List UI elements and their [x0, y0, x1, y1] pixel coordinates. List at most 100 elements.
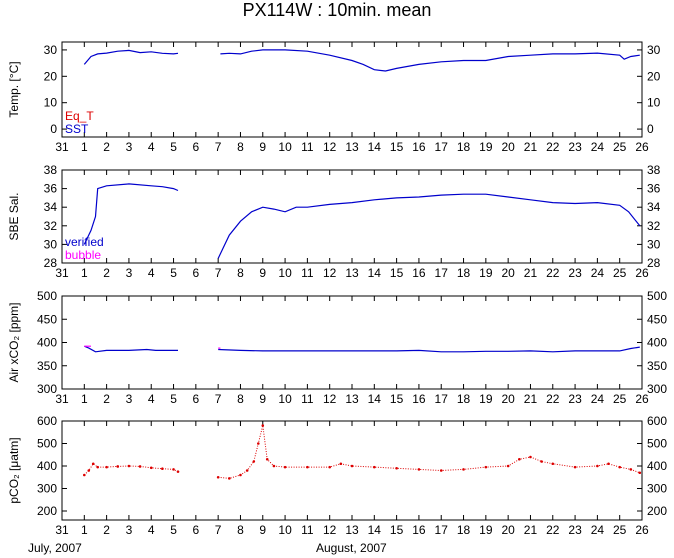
x-tick-label: 21: [524, 266, 538, 280]
x-tick-label: 26: [635, 140, 649, 154]
x-tick-label: 4: [148, 523, 155, 537]
y-axis-label: Air xCO₂ [ppm]: [7, 302, 21, 382]
x-tick-label: 8: [237, 140, 244, 154]
legend-entry: bubble: [65, 248, 101, 262]
x-tick-label: 19: [479, 523, 493, 537]
x-tick-label: 22: [546, 392, 560, 406]
y-tick-label-right: 300: [647, 382, 667, 396]
x-tick-label: 10: [278, 140, 292, 154]
x-tick-label: 8: [237, 392, 244, 406]
x-tick-label: 20: [501, 523, 515, 537]
month-label-july: July, 2007: [28, 541, 82, 555]
y-tick-label-right: 32: [647, 219, 661, 233]
x-tick-label: 19: [479, 140, 493, 154]
x-tick-label: 6: [193, 140, 200, 154]
data-point: [395, 466, 398, 470]
y-tick-label-left: 20: [44, 69, 58, 83]
x-tick-label: 18: [457, 392, 471, 406]
x-tick-label: 18: [457, 523, 471, 537]
panel-2: [61, 169, 643, 264]
x-tick-label: 23: [568, 140, 582, 154]
data-point: [96, 465, 99, 469]
data-point: [228, 477, 231, 480]
x-tick-label: 12: [323, 392, 337, 406]
x-tick-label: 23: [568, 523, 582, 537]
x-tick-label: 9: [259, 266, 266, 280]
x-tick-label: 19: [479, 266, 493, 280]
x-tick-label: 7: [215, 140, 222, 154]
panel-frame: [61, 420, 643, 521]
x-tick-label: 31: [55, 140, 69, 154]
x-tick-label: 8: [237, 266, 244, 280]
x-tick-label: 24: [591, 140, 605, 154]
y-axis-label: Temp. [°C]: [7, 61, 21, 117]
x-tick-label: 6: [193, 523, 200, 537]
y-tick-label-left: 200: [37, 504, 57, 518]
x-tick-label: 24: [591, 392, 605, 406]
x-tick-label: 7: [215, 392, 222, 406]
data-point: [373, 465, 376, 469]
x-tick-label: 16: [412, 392, 426, 406]
x-tick-label: 10: [278, 392, 292, 406]
x-tick-label: 31: [55, 392, 69, 406]
y-tick-label-right: 450: [647, 312, 667, 326]
y-tick-label-left: 30: [44, 237, 58, 251]
x-tick-label: 11: [301, 523, 314, 537]
x-tick-label: 8: [237, 523, 244, 537]
y-tick-label-left: 500: [37, 437, 57, 451]
data-point: [283, 465, 287, 469]
y-tick-label-left: 0: [50, 122, 57, 136]
x-tick-label: 5: [170, 266, 177, 280]
x-tick-label: 13: [345, 523, 359, 537]
data-point: [518, 457, 521, 461]
y-tick-label-left: 300: [37, 382, 57, 396]
x-tick-label: 3: [126, 266, 133, 280]
data-series-trace: [83, 463, 179, 476]
x-tick-label: 3: [126, 523, 133, 537]
x-tick-label: 26: [635, 392, 649, 406]
data-point: [149, 466, 153, 470]
data-point: [161, 467, 164, 471]
data-point: [261, 424, 265, 427]
x-tick-label: 6: [193, 266, 200, 280]
y-tick-label-left: 10: [44, 96, 58, 110]
x-tick-label: 5: [170, 140, 177, 154]
y-tick-label-left: 28: [44, 256, 58, 270]
y-tick-label-left: 38: [44, 163, 58, 177]
y-axis-label: SBE Sal.: [7, 192, 21, 240]
x-tick-label: 15: [390, 392, 404, 406]
x-tick-label: 21: [524, 392, 538, 406]
data-point: [328, 465, 331, 469]
x-tick-label: 2: [103, 266, 110, 280]
data-point: [350, 464, 354, 468]
y-tick-label-right: 500: [647, 437, 667, 451]
x-tick-label: 1: [81, 266, 88, 280]
x-tick-label: 31: [55, 523, 69, 537]
y-tick-label-right: 200: [647, 504, 667, 518]
data-series-line: [217, 193, 641, 259]
y-tick-label-right: 300: [647, 482, 667, 496]
x-tick-label: 5: [170, 392, 177, 406]
x-tick-label: 17: [435, 266, 449, 280]
chart-title: PX114W : 10min. mean: [242, 0, 432, 20]
x-tick-label: 13: [345, 392, 359, 406]
x-tick-label: 11: [301, 266, 314, 280]
x-tick-label: 11: [301, 140, 314, 154]
x-tick-label: 13: [345, 266, 359, 280]
y-tick-label-right: 400: [647, 459, 667, 473]
x-tick-label: 9: [259, 392, 266, 406]
x-tick-label: 12: [323, 140, 337, 154]
data-point: [306, 465, 309, 469]
x-tick-label: 31: [55, 266, 69, 280]
x-tick-label: 16: [412, 523, 426, 537]
x-tick-label: 5: [170, 523, 177, 537]
x-tick-label: 4: [148, 392, 155, 406]
data-series-line: [218, 346, 640, 353]
panel-frame: [61, 295, 643, 390]
y-tick-label-left: 36: [44, 182, 58, 196]
x-tick-label: 15: [390, 523, 404, 537]
y-tick-label-left: 450: [37, 312, 57, 326]
x-tick-label: 20: [501, 392, 515, 406]
x-tick-label: 22: [546, 266, 560, 280]
y-tick-label-left: 500: [37, 289, 57, 303]
